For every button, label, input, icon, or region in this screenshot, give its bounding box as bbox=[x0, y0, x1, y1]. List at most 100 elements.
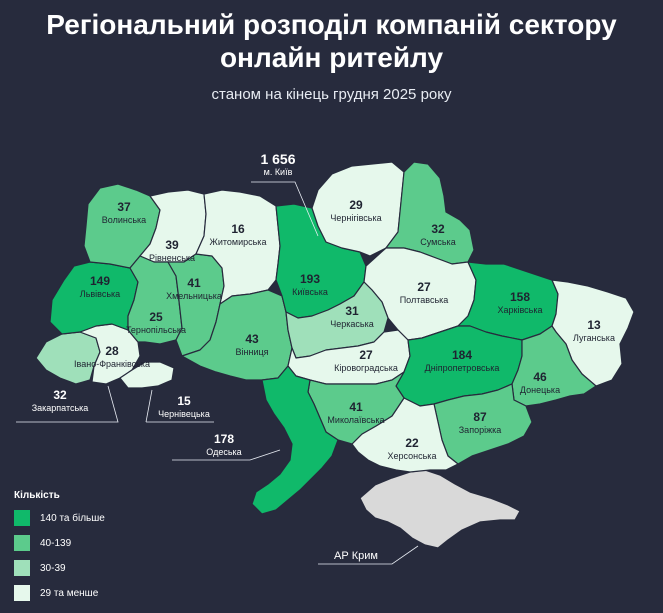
region-value: 43 bbox=[245, 332, 259, 346]
legend-label: 29 та менше bbox=[40, 587, 99, 599]
region-label-crimea: АР Крим bbox=[296, 550, 416, 562]
region-value: 41 bbox=[187, 276, 201, 290]
region-value: 16 bbox=[231, 222, 245, 236]
region-value: 149 bbox=[89, 274, 111, 288]
legend-item: 140 та більше bbox=[14, 510, 184, 526]
region-label-kyivska: 193 Київська bbox=[250, 272, 370, 298]
legend-label: 140 та більше bbox=[40, 512, 105, 524]
region-value: 178 bbox=[213, 432, 235, 446]
region-name: Тернопільська bbox=[125, 325, 187, 335]
leader-line-crimea bbox=[318, 545, 419, 565]
region-value: 13 bbox=[587, 318, 601, 332]
region-label-vinnytska: 43 Вінниця bbox=[192, 332, 312, 358]
region-label-sumska: 32 Сумська bbox=[378, 222, 498, 248]
region-label-khmelnytska: 41 Хмельницька bbox=[134, 276, 254, 302]
region-label-odeska: 178 Одеська bbox=[164, 432, 284, 458]
region-name: Вінниця bbox=[235, 347, 269, 357]
legend-label: 40-139 bbox=[40, 537, 72, 549]
region-name: Дніпропетровська bbox=[424, 363, 500, 373]
region-value: 29 bbox=[349, 198, 363, 212]
region-value: 46 bbox=[533, 370, 547, 384]
region-name: Чернівецька bbox=[158, 409, 210, 419]
legend-swatch bbox=[14, 535, 30, 551]
region-label-kharkivska: 158 Харківська bbox=[460, 290, 580, 316]
region-label-volynska: 37 Волинська bbox=[64, 200, 184, 226]
title-line-2: онлайн ритейлу bbox=[219, 42, 444, 73]
legend: Кількість 140 та більше 40-139 30-39 29 … bbox=[14, 490, 184, 610]
region-name: Донецька bbox=[519, 385, 561, 395]
region-value: 184 bbox=[451, 348, 473, 362]
region-value: 37 bbox=[117, 200, 131, 214]
region-value: 32 bbox=[53, 388, 67, 402]
legend-label: 30-39 bbox=[40, 562, 66, 574]
region-name: Київська bbox=[292, 287, 328, 297]
region-name: Рівненська bbox=[148, 253, 196, 263]
region-value: 32 bbox=[431, 222, 445, 236]
region-label-kirovohradska: 27 Кіровоградська bbox=[306, 348, 426, 374]
region-value: 1 656 bbox=[260, 151, 296, 167]
legend-title: Кількість bbox=[14, 490, 60, 501]
leader-line-chernivetska bbox=[145, 389, 214, 423]
region-odeska bbox=[251, 365, 339, 515]
page-title: Регіональний розподіл компаній сектору о… bbox=[0, 8, 663, 74]
region-label-poltavska: 27 Полтавська bbox=[364, 280, 484, 306]
region-name: Хмельницька bbox=[166, 291, 222, 301]
region-label-kyiv-city: 1 656 м. Київ bbox=[218, 152, 338, 178]
region-label-rivnenska: 39 Рівненська bbox=[112, 238, 232, 264]
region-name: Харківська bbox=[497, 305, 543, 315]
legend-swatch bbox=[14, 585, 30, 601]
region-name: Львівська bbox=[79, 289, 121, 299]
region-name: Житомирська bbox=[209, 237, 267, 247]
region-name: АР Крим bbox=[334, 550, 378, 562]
title-line-1: Регіональний розподіл компаній сектору bbox=[46, 9, 617, 40]
region-label-mykolaivska: 41 Миколаївська bbox=[296, 400, 416, 426]
legend-item: 40-139 bbox=[14, 535, 184, 551]
legend-swatch bbox=[14, 510, 30, 526]
region-value: 87 bbox=[473, 410, 487, 424]
region-name: Сумська bbox=[420, 237, 456, 247]
region-value: 31 bbox=[345, 304, 359, 318]
region-value: 25 bbox=[149, 310, 163, 324]
region-label-cherkaska: 31 Черкаська bbox=[292, 304, 412, 330]
region-label-ivano-frankivska: 28 Івано-Франківська bbox=[52, 344, 172, 370]
region-name: м. Київ bbox=[263, 167, 293, 177]
region-label-zaporizka: 87 Запоріжка bbox=[420, 410, 540, 436]
legend-item: 29 та менше bbox=[14, 585, 184, 601]
region-name: Кіровоградська bbox=[334, 363, 398, 373]
region-value: 28 bbox=[105, 344, 119, 358]
region-value: 22 bbox=[405, 436, 419, 450]
region-label-chernivetska: 15 Чернівецька bbox=[124, 394, 244, 420]
region-name: Волинська bbox=[101, 215, 147, 225]
region-name: Миколаївська bbox=[327, 415, 385, 425]
region-name: Одеська bbox=[206, 447, 242, 457]
region-label-ternopilska: 25 Тернопільська bbox=[96, 310, 216, 336]
region-crimea bbox=[359, 469, 521, 549]
region-name: Закарпатська bbox=[31, 403, 89, 413]
region-value: 41 bbox=[349, 400, 363, 414]
legend-item: 30-39 bbox=[14, 560, 184, 576]
region-label-chernihivska: 29 Чернігівська bbox=[296, 198, 416, 224]
region-label-donetska: 46 Донецька bbox=[480, 370, 600, 396]
region-value: 39 bbox=[165, 238, 179, 252]
region-name: Херсонська bbox=[387, 451, 437, 461]
region-chernivetska bbox=[119, 361, 175, 389]
region-label-zakarpatska: 32 Закарпатська bbox=[0, 388, 120, 414]
region-label-zhytomyrska: 16 Житомирська bbox=[178, 222, 298, 248]
page-subtitle: станом на кінець грудня 2025 року bbox=[211, 86, 452, 103]
region-value: 27 bbox=[417, 280, 431, 294]
region-label-luhanska: 13 Луганська bbox=[534, 318, 654, 344]
region-label-khersonska: 22 Херсонська bbox=[352, 436, 472, 462]
region-value: 27 bbox=[359, 348, 373, 362]
region-khersonska bbox=[351, 397, 459, 473]
region-name: Чернігівська bbox=[330, 213, 382, 223]
legend-swatch bbox=[14, 560, 30, 576]
region-name: Івано-Франківська bbox=[74, 359, 150, 369]
region-label-lvivska: 149 Львівська bbox=[40, 274, 160, 300]
region-name: Запоріжка bbox=[458, 425, 502, 435]
leader-line-odeska bbox=[172, 449, 281, 461]
region-name: Полтавська bbox=[399, 295, 449, 305]
region-name: Черкаська bbox=[330, 319, 374, 329]
region-name: Луганська bbox=[573, 333, 615, 343]
